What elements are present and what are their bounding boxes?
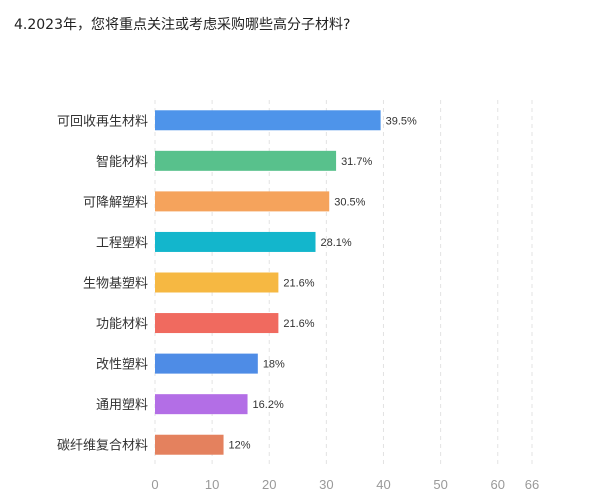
x-tick-label: 50 <box>433 477 447 492</box>
page-title: 4.2023年，您将重点关注或考虑采购哪些高分子材料? <box>14 17 351 33</box>
bar <box>155 272 279 293</box>
x-axis-ticks: 0 10 20 30 40 50 60 66 <box>151 477 539 492</box>
value-label: 21.6% <box>283 278 314 290</box>
category-label: 工程塑料 <box>96 236 148 251</box>
x-tick-label: 10 <box>205 477 219 492</box>
category-label: 碳纤维复合材料 <box>57 439 148 454</box>
bar <box>155 191 330 212</box>
value-label: 31.7% <box>341 156 372 168</box>
category-label: 可回收再生材料 <box>57 114 148 129</box>
value-label: 39.5% <box>386 115 417 127</box>
bar <box>155 231 316 252</box>
x-tick-label: 0 <box>151 477 158 492</box>
x-tick-label: 40 <box>376 477 390 492</box>
bar <box>155 313 279 334</box>
category-label: 功能材料 <box>96 317 148 332</box>
value-label: 30.5% <box>334 196 365 208</box>
value-label: 12% <box>229 440 251 452</box>
bars <box>155 110 381 455</box>
value-label: 21.6% <box>283 318 314 330</box>
x-tick-label: 20 <box>262 477 276 492</box>
bar <box>155 353 258 374</box>
category-label: 智能材料 <box>96 155 148 170</box>
bar <box>155 150 337 171</box>
bar <box>155 110 381 131</box>
bar <box>155 434 224 455</box>
value-label: 16.2% <box>253 399 284 411</box>
bar <box>155 394 248 415</box>
category-label: 改性塑料 <box>96 358 148 373</box>
value-label: 28.1% <box>321 237 352 249</box>
value-label: 18% <box>263 359 285 371</box>
x-tick-label: 30 <box>319 477 333 492</box>
labels: 可回收再生材料 39.5% 智能材料 31.7% 可降解塑料 30.5% 工程塑料 28.1%… <box>57 114 417 453</box>
x-tick-label: 66 <box>525 477 539 492</box>
category-label: 可降解塑料 <box>83 195 148 210</box>
category-label: 生物基塑料 <box>83 277 148 292</box>
category-label: 通用塑料 <box>96 398 148 413</box>
x-tick-label: 60 <box>490 477 504 492</box>
